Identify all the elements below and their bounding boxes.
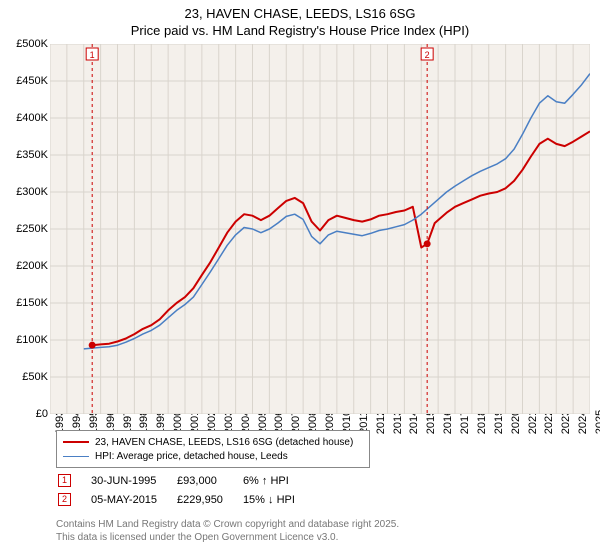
y-tick-label: £150K [4, 297, 48, 309]
legend-row: 23, HAVEN CHASE, LEEDS, LS16 6SG (detach… [63, 435, 363, 449]
sale-delta: 6% ↑ HPI [243, 472, 313, 489]
svg-text:1: 1 [90, 50, 95, 60]
title-line2: Price paid vs. HM Land Registry's House … [0, 23, 600, 40]
chart-plot-area: 12 [50, 44, 590, 414]
sale-date: 30-JUN-1995 [91, 472, 175, 489]
y-tick-label: £100K [4, 334, 48, 346]
sale-marker-icon: 1 [58, 474, 71, 487]
y-tick-label: £350K [4, 149, 48, 161]
legend-row: HPI: Average price, detached house, Leed… [63, 449, 363, 463]
legend-swatch [63, 441, 89, 443]
y-tick-label: £300K [4, 186, 48, 198]
y-tick-label: £500K [4, 38, 48, 50]
chart-svg: 12 [50, 44, 590, 414]
y-tick-label: £450K [4, 75, 48, 87]
x-tick-label: 2025 [594, 410, 600, 434]
title-line1: 23, HAVEN CHASE, LEEDS, LS16 6SG [0, 6, 600, 23]
legend-label: HPI: Average price, detached house, Leed… [95, 451, 288, 462]
legend-label: 23, HAVEN CHASE, LEEDS, LS16 6SG (detach… [95, 437, 353, 448]
legend: 23, HAVEN CHASE, LEEDS, LS16 6SG (detach… [56, 430, 370, 468]
sale-delta: 15% ↓ HPI [243, 491, 313, 508]
svg-text:2: 2 [425, 50, 430, 60]
chart-title: 23, HAVEN CHASE, LEEDS, LS16 6SG Price p… [0, 0, 600, 40]
y-tick-label: £400K [4, 112, 48, 124]
sale-date: 05-MAY-2015 [91, 491, 175, 508]
attribution: Contains HM Land Registry data © Crown c… [56, 518, 399, 544]
sales-row: 1 30-JUN-1995£93,0006% ↑ HPI [58, 472, 313, 489]
legend-swatch [63, 456, 89, 457]
attribution-line1: Contains HM Land Registry data © Crown c… [56, 518, 399, 531]
sale-price: £229,950 [177, 491, 241, 508]
sale-marker-icon: 2 [58, 493, 71, 506]
sales-row: 2 05-MAY-2015£229,95015% ↓ HPI [58, 491, 313, 508]
sales-table: 1 30-JUN-1995£93,0006% ↑ HPI 2 05-MAY-2015£… [56, 470, 315, 510]
sale-price: £93,000 [177, 472, 241, 489]
y-tick-label: £200K [4, 260, 48, 272]
attribution-line2: This data is licensed under the Open Gov… [56, 531, 399, 544]
y-tick-label: £0 [4, 408, 48, 420]
y-tick-label: £50K [4, 371, 48, 383]
y-tick-label: £250K [4, 223, 48, 235]
